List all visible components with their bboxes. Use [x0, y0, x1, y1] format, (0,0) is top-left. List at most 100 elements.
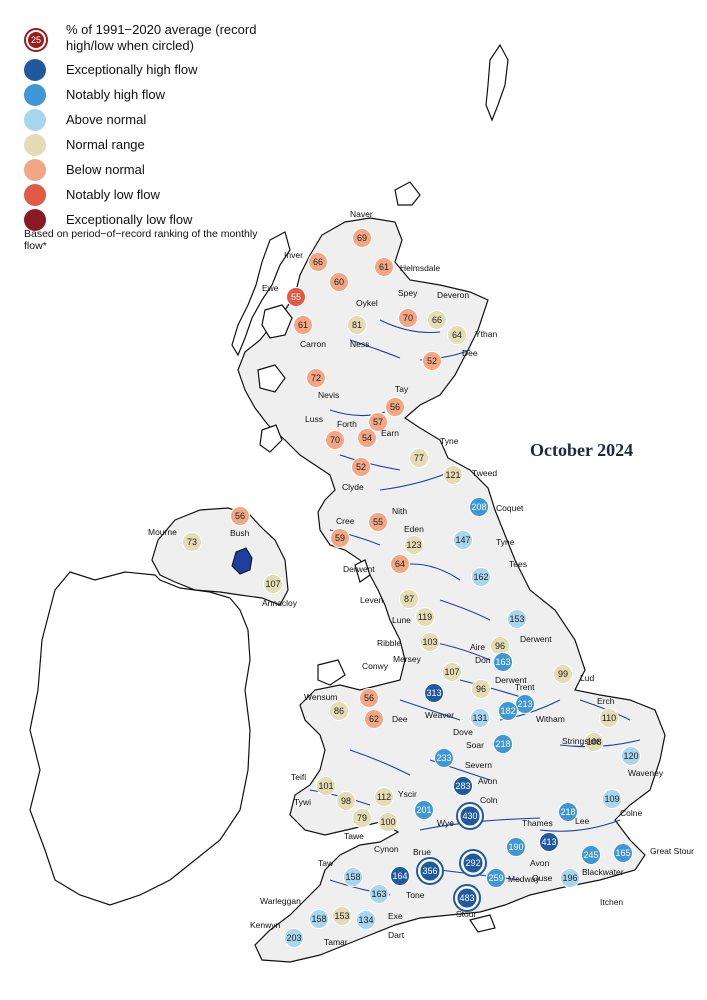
site-circle [352, 808, 372, 828]
river-label: Don [475, 655, 491, 665]
site-value: 66 [432, 315, 442, 325]
orkney [394, 181, 421, 206]
site-marker: 153 [507, 609, 527, 629]
site-value: 131 [472, 713, 487, 723]
site-value: 107 [444, 667, 459, 677]
site-value: 108 [586, 737, 601, 747]
outer-hebrides [231, 231, 291, 357]
site-value: 56 [235, 511, 245, 521]
site-circle [558, 802, 578, 822]
site-circle [420, 632, 440, 652]
site-marker: 153 [332, 906, 352, 926]
site-circle [293, 315, 313, 335]
site-marker: 86 [329, 701, 349, 721]
river-label: Tees [509, 559, 527, 569]
site-marker: 182 [498, 701, 518, 721]
river-label: Tyne [496, 537, 515, 547]
legend-label: Below normal [66, 162, 145, 177]
site-value: 107 [265, 579, 280, 589]
islay [259, 424, 283, 453]
river-label: Medway [508, 874, 540, 884]
site-marker: 163 [493, 652, 513, 672]
site-circle [493, 652, 513, 672]
river-label: Naver [350, 209, 373, 219]
legend-label: Notably low flow [66, 187, 160, 202]
legend-label: Exceptionally high flow [66, 62, 198, 77]
site-marker: 218 [558, 802, 578, 822]
site-circle [427, 310, 447, 330]
site-circle [357, 428, 377, 448]
site-value: 190 [508, 842, 523, 852]
site-marker: 119 [415, 607, 435, 627]
site-circle [581, 845, 601, 865]
site-marker: 165 [613, 843, 633, 863]
site-marker: 163 [369, 884, 389, 904]
site-value: 61 [379, 262, 389, 272]
river-label: Itchen [600, 897, 623, 907]
site-circle [442, 662, 462, 682]
river-label: Inver [284, 250, 303, 260]
river-label: Avon [530, 858, 549, 868]
site-marker: 110 [599, 708, 619, 728]
site-circle [390, 554, 410, 574]
site-circle [329, 701, 349, 721]
site-circle [498, 701, 518, 721]
site-circle [424, 683, 444, 703]
river-label: Derwent [495, 675, 527, 685]
site-circle [553, 664, 573, 684]
river-label: Wye [437, 818, 454, 828]
site-circle [599, 708, 619, 728]
site-value: 56 [390, 402, 400, 412]
gauging-sites: 69 66 61 60 55 61 81 70 66 64 52 72 56 57 70 54 77 121 52 2… [182, 228, 641, 948]
river-label: Earn [381, 428, 399, 438]
map-title: October 2024 [530, 440, 634, 460]
river-label: Lud [580, 673, 594, 683]
site-marker: 123 [404, 535, 424, 555]
site-marker: 66 [427, 310, 447, 330]
river-label: Weaver [425, 710, 454, 720]
site-marker: 112 [374, 787, 394, 807]
isle-of-wight [469, 914, 496, 933]
river-label: Great Stour [650, 846, 694, 856]
site-value: 60 [334, 277, 344, 287]
river-label: Stringside [562, 736, 600, 746]
site-value: 54 [362, 433, 372, 443]
site-value: 103 [422, 637, 437, 647]
river-label: Avon [478, 776, 497, 786]
site-circle [584, 732, 604, 752]
site-value: 77 [414, 453, 424, 463]
site-marker: 107 [263, 574, 283, 594]
site-value: 110 [602, 713, 616, 723]
legend-row-below-normal: Below normal [24, 156, 284, 181]
legend-label: Above normal [66, 112, 147, 127]
site-circle [364, 709, 384, 729]
site-circle [368, 512, 388, 532]
site-circle [453, 776, 473, 796]
site-circle [459, 805, 481, 827]
site-marker: 313 [424, 683, 444, 703]
site-value: 56 [364, 693, 374, 703]
site-circle [308, 252, 328, 272]
site-circle [471, 679, 491, 699]
site-value: 208 [471, 502, 486, 512]
site-value: 96 [495, 641, 505, 651]
site-marker: 131 [470, 708, 490, 728]
site-marker: 283 [453, 776, 473, 796]
river-label: Kenwyn [250, 920, 281, 930]
site-marker: 64 [390, 554, 410, 574]
site-value: 72 [311, 373, 321, 383]
site-circle [409, 448, 429, 468]
legend-label: Notably high flow [66, 87, 165, 102]
site-marker: 164 [390, 866, 410, 886]
river-label: Ribble [377, 638, 401, 648]
river-label: Tay [395, 384, 409, 394]
site-circle [286, 287, 306, 307]
site-marker: 69 [352, 228, 372, 248]
site-marker: 201 [414, 800, 434, 820]
river-label: Cree [336, 516, 355, 526]
site-circle [399, 589, 419, 609]
site-marker: 62 [364, 709, 384, 729]
site-circle [352, 228, 372, 248]
river-label: Nith [392, 506, 407, 516]
site-marker: 54 [357, 428, 377, 448]
